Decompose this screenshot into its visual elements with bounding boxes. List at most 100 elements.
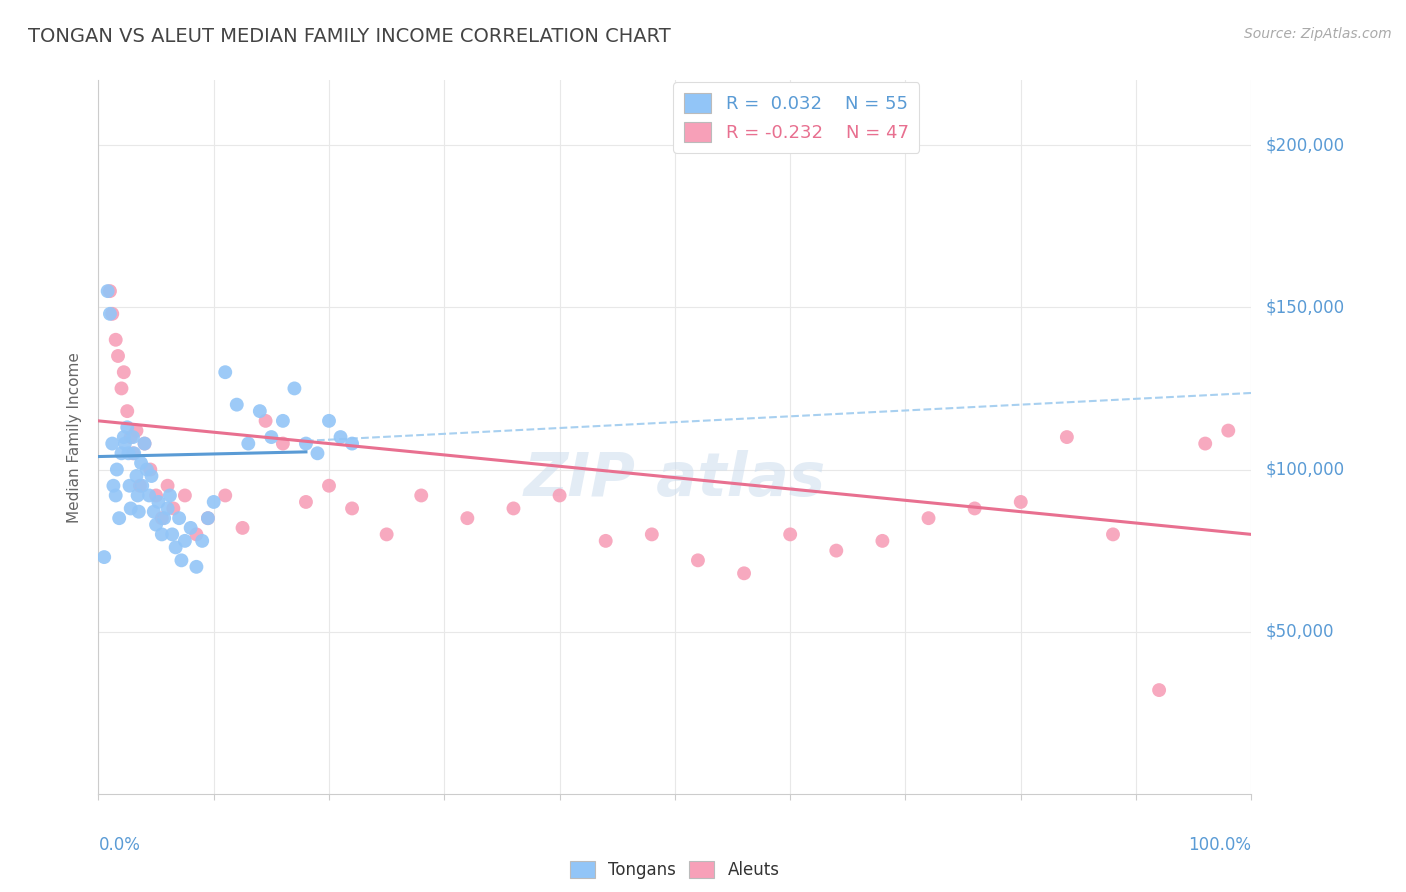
Point: [197, 511, 219, 525]
Point: [595, 533, 617, 548]
Point: [148, 495, 170, 509]
Point: [340, 436, 363, 450]
Point: [825, 543, 848, 558]
Point: [165, 541, 187, 555]
Point: [114, 436, 136, 450]
Point: [105, 462, 128, 476]
Point: [129, 456, 152, 470]
Point: [202, 495, 225, 509]
Point: [125, 469, 148, 483]
Point: [180, 521, 202, 535]
Text: 0.0%: 0.0%: [98, 836, 141, 854]
Legend: Tongans, Aleuts: Tongans, Aleuts: [564, 854, 786, 886]
Point: [167, 511, 190, 525]
Point: [1218, 424, 1240, 438]
Point: [120, 430, 142, 444]
Point: [127, 488, 149, 502]
Point: [872, 533, 894, 548]
Point: [917, 511, 939, 525]
Point: [1010, 495, 1032, 509]
Point: [329, 430, 352, 444]
Point: [112, 430, 135, 444]
Point: [110, 381, 132, 395]
Point: [733, 566, 755, 581]
Point: [156, 479, 179, 493]
Point: [641, 527, 664, 541]
Text: TONGAN VS ALEUT MEDIAN FAMILY INCOME CORRELATION CHART: TONGAN VS ALEUT MEDIAN FAMILY INCOME COR…: [28, 27, 671, 45]
Point: [139, 462, 162, 476]
Point: [129, 479, 152, 493]
Point: [318, 479, 340, 493]
Point: [191, 533, 214, 548]
Point: [122, 446, 145, 460]
Point: [1194, 436, 1216, 450]
Point: [122, 430, 145, 444]
Point: [170, 553, 193, 567]
Point: [156, 501, 179, 516]
Point: [271, 414, 294, 428]
Point: [375, 527, 398, 541]
Point: [93, 550, 115, 565]
Point: [260, 430, 283, 444]
Point: [131, 479, 153, 493]
Point: [548, 488, 571, 502]
Text: $150,000: $150,000: [1265, 298, 1344, 317]
Point: [779, 527, 801, 541]
Point: [340, 501, 363, 516]
Point: [214, 488, 236, 502]
Point: [502, 501, 524, 516]
Point: [150, 527, 173, 541]
Point: [295, 495, 318, 509]
Point: [141, 469, 163, 483]
Point: [97, 284, 120, 298]
Point: [117, 420, 138, 434]
Text: 100.0%: 100.0%: [1188, 836, 1251, 854]
Text: $100,000: $100,000: [1265, 460, 1344, 478]
Text: $200,000: $200,000: [1265, 136, 1344, 154]
Point: [1147, 683, 1170, 698]
Point: [686, 553, 709, 567]
Point: [295, 436, 318, 450]
Point: [112, 365, 135, 379]
Point: [174, 488, 197, 502]
Point: [128, 505, 150, 519]
Point: [150, 511, 173, 525]
Point: [145, 517, 167, 532]
Point: [98, 284, 121, 298]
Point: [120, 501, 142, 516]
Point: [963, 501, 986, 516]
Point: [104, 333, 127, 347]
Point: [254, 414, 277, 428]
Point: [103, 479, 125, 493]
Point: [1102, 527, 1125, 541]
Point: [307, 446, 329, 460]
Point: [238, 436, 260, 450]
Point: [118, 479, 141, 493]
Point: [104, 488, 127, 502]
Point: [125, 424, 148, 438]
Point: [134, 436, 156, 450]
Point: [117, 446, 139, 460]
Point: [271, 436, 294, 450]
Point: [134, 436, 156, 450]
Point: [197, 511, 219, 525]
Point: [1056, 430, 1078, 444]
Point: [135, 462, 157, 476]
Point: [98, 307, 121, 321]
Point: [101, 307, 124, 321]
Point: [225, 398, 247, 412]
Point: [186, 559, 208, 574]
Point: [107, 349, 129, 363]
Point: [283, 381, 305, 395]
Point: [456, 511, 478, 525]
Point: [162, 501, 184, 516]
Point: [249, 404, 271, 418]
Point: [214, 365, 236, 379]
Text: ZIP atlas: ZIP atlas: [524, 450, 825, 509]
Point: [110, 446, 132, 460]
Point: [231, 521, 254, 535]
Point: [186, 527, 208, 541]
Point: [318, 414, 340, 428]
Point: [108, 511, 131, 525]
Point: [145, 488, 167, 502]
